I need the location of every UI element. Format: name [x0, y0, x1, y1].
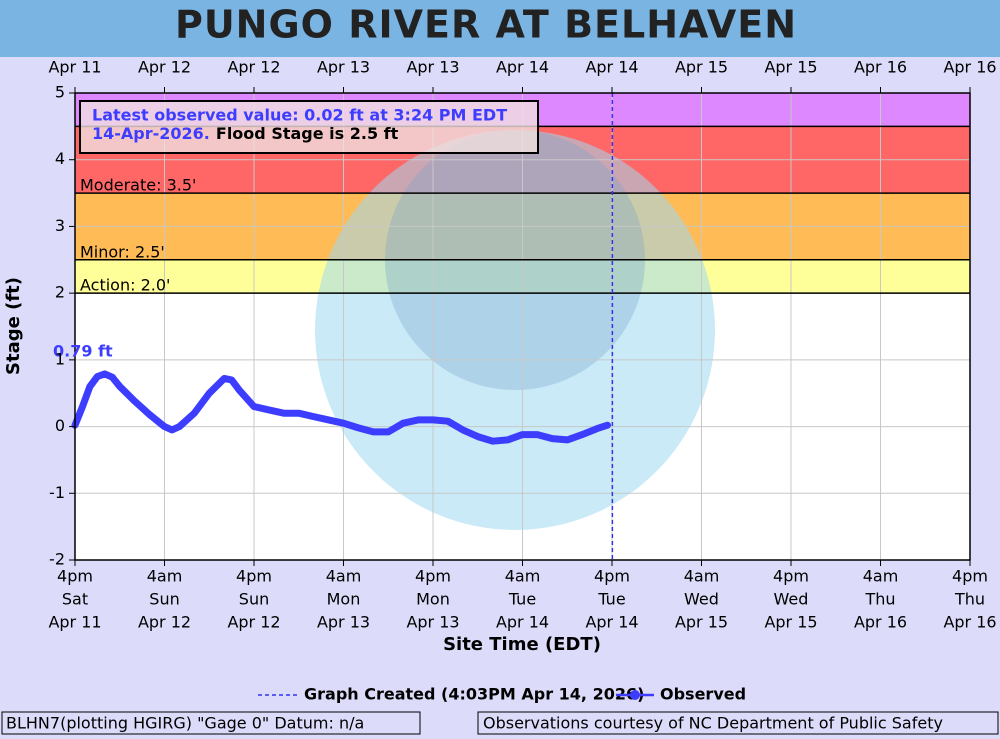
- x-tick-label: Apr 11: [48, 613, 101, 632]
- x-tick-label: 4am: [505, 567, 541, 586]
- annotation-date: 14-Apr-2026.: [92, 124, 210, 143]
- x-tick-label: 4pm: [57, 567, 93, 586]
- x2-tick-label: Apr 11: [48, 58, 101, 77]
- x-tick-label: Sat: [62, 590, 88, 609]
- footer-right: Observations courtesy of NC Department o…: [483, 714, 943, 733]
- annotation-box: [79, 100, 539, 154]
- x-tick-label: Sun: [239, 590, 269, 609]
- x-tick-label: 4am: [863, 567, 899, 586]
- x2-tick-label: Apr 15: [675, 58, 728, 77]
- x-tick-label: Tue: [508, 590, 536, 609]
- x-tick-label: 4pm: [773, 567, 809, 586]
- flood-label: Minor: 2.5': [80, 242, 165, 261]
- x-tick-label: Apr 16: [943, 613, 996, 632]
- x-tick-label: 4pm: [236, 567, 272, 586]
- watermark: [315, 130, 715, 530]
- x-tick-label: Apr 15: [764, 613, 817, 632]
- x2-tick-label: Apr 15: [764, 58, 817, 77]
- x-tick-label: 4am: [326, 567, 362, 586]
- flood-label: Moderate: 3.5': [80, 176, 196, 195]
- x2-tick-label: Apr 14: [496, 58, 549, 77]
- x-tick-label: Wed: [774, 590, 809, 609]
- footer-box: [1, 711, 421, 735]
- x-tick-label: Apr 13: [317, 613, 370, 632]
- x-tick-label: Apr 15: [675, 613, 728, 632]
- x-tick-label: Mon: [416, 590, 450, 609]
- legend-label: Graph Created (4:03PM Apr 14, 2026): [304, 685, 644, 704]
- y-tick-label: -2: [49, 550, 65, 569]
- x-tick-label: 4am: [684, 567, 720, 586]
- title-banner: [0, 0, 1000, 57]
- x2-tick-label: Apr 13: [406, 58, 459, 77]
- x-tick-label: Thu: [864, 590, 895, 609]
- x-axis-label: Site Time (EDT): [443, 634, 601, 655]
- x-tick-label: 4pm: [952, 567, 988, 586]
- x-tick-label: Wed: [684, 590, 719, 609]
- y-axis-label: Stage (ft): [3, 277, 24, 375]
- x-tick-label: Tue: [597, 590, 625, 609]
- x-tick-label: 4pm: [415, 567, 451, 586]
- legend-marker: [630, 690, 640, 700]
- x-tick-label: Sun: [149, 590, 179, 609]
- x-tick-label: Apr 14: [496, 613, 549, 632]
- x2-tick-label: Apr 14: [585, 58, 638, 77]
- x-tick-label: 4pm: [594, 567, 630, 586]
- plot-area: Action: 2.0' Minor: 2.5' Moderate: 3.5' 0.7…: [53, 92, 971, 561]
- annotation-line: 14-Apr-2026. Flood Stage is 2.5 ft: [92, 124, 399, 143]
- x-tick-label: Apr 12: [227, 613, 280, 632]
- x2-tick-label: Apr 13: [317, 58, 370, 77]
- footer-left: BLHN7(plotting HGIRG) "Gage 0" Datum: n/…: [6, 714, 364, 733]
- flood-label: Action: 2.0': [80, 276, 170, 295]
- y-tick-label: 3: [55, 216, 65, 235]
- peak-label: 0.79 ft: [53, 341, 113, 360]
- annotation-line: Latest observed value: 0.02 ft at 3:24 P…: [92, 106, 507, 125]
- footer-box: [477, 711, 999, 735]
- series-line: [71, 370, 611, 445]
- x-tick-label: 4am: [147, 567, 183, 586]
- x2-tick-label: Apr 16: [854, 58, 907, 77]
- x-tick-label: Apr 12: [138, 613, 191, 632]
- y-tick-label: -1: [49, 483, 65, 502]
- x-tick-label: Thu: [954, 590, 985, 609]
- annotation-flood: Flood Stage is 2.5 ft: [216, 124, 399, 143]
- y-tick-label: 0: [55, 416, 65, 435]
- legend-label: Observed: [660, 685, 746, 704]
- x-tick-label: Apr 16: [854, 613, 907, 632]
- y-tick-label: 1: [55, 349, 65, 368]
- y-tick-label: 4: [55, 149, 65, 168]
- x2-tick-label: Apr 12: [138, 58, 191, 77]
- y-tick-label: 2: [55, 283, 65, 302]
- x-tick-label: Apr 14: [585, 613, 638, 632]
- y-tick-label: 5: [55, 83, 65, 102]
- x-tick-label: Apr 13: [406, 613, 459, 632]
- x-tick-label: Mon: [327, 590, 361, 609]
- chart-title: PUNGO RIVER AT BELHAVEN: [175, 3, 797, 47]
- x2-tick-label: Apr 12: [227, 58, 280, 77]
- x2-tick-label: Apr 16: [943, 58, 996, 77]
